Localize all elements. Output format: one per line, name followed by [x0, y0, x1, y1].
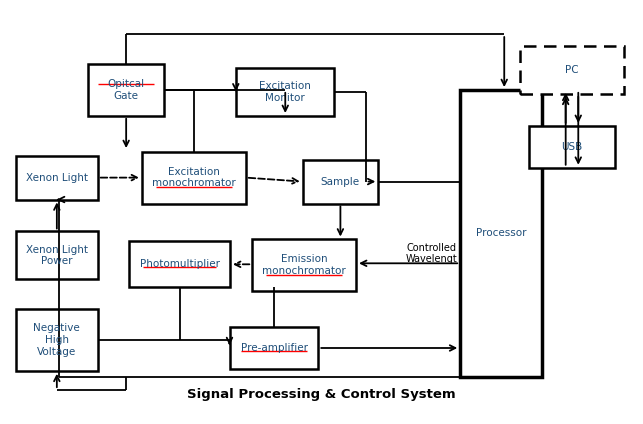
Bar — [303, 160, 378, 204]
Bar — [129, 241, 230, 287]
Bar — [88, 64, 164, 116]
Bar — [237, 68, 334, 116]
Text: Signal Processing & Control System: Signal Processing & Control System — [187, 388, 456, 401]
Text: Pre-amplifier: Pre-amplifier — [240, 343, 308, 353]
Text: Xenon Light
Power: Xenon Light Power — [26, 245, 88, 266]
Text: Excitation
Monitor: Excitation Monitor — [259, 81, 311, 103]
Text: Xenon Light: Xenon Light — [26, 173, 88, 183]
Bar — [529, 126, 615, 167]
Text: Photomultiplier: Photomultiplier — [140, 259, 220, 269]
Bar — [16, 156, 98, 200]
Bar — [142, 152, 246, 204]
Bar — [230, 327, 318, 369]
Bar — [252, 240, 356, 291]
Text: Opitcal
Gate: Opitcal Gate — [107, 79, 145, 101]
Text: Processor: Processor — [476, 229, 527, 238]
Text: Sample: Sample — [321, 177, 360, 187]
Bar — [520, 46, 624, 94]
Bar — [460, 90, 542, 377]
Text: PC: PC — [565, 65, 579, 75]
Text: Emission
monochromator: Emission monochromator — [262, 254, 346, 276]
Text: USB: USB — [561, 142, 583, 152]
Text: Controlled
Wavelengt: Controlled Wavelengt — [405, 243, 457, 264]
Text: Excitation
monochromator: Excitation monochromator — [152, 167, 236, 188]
Bar — [16, 232, 98, 279]
Text: Negative
High
Voltage: Negative High Voltage — [33, 324, 80, 357]
Bar — [16, 309, 98, 371]
